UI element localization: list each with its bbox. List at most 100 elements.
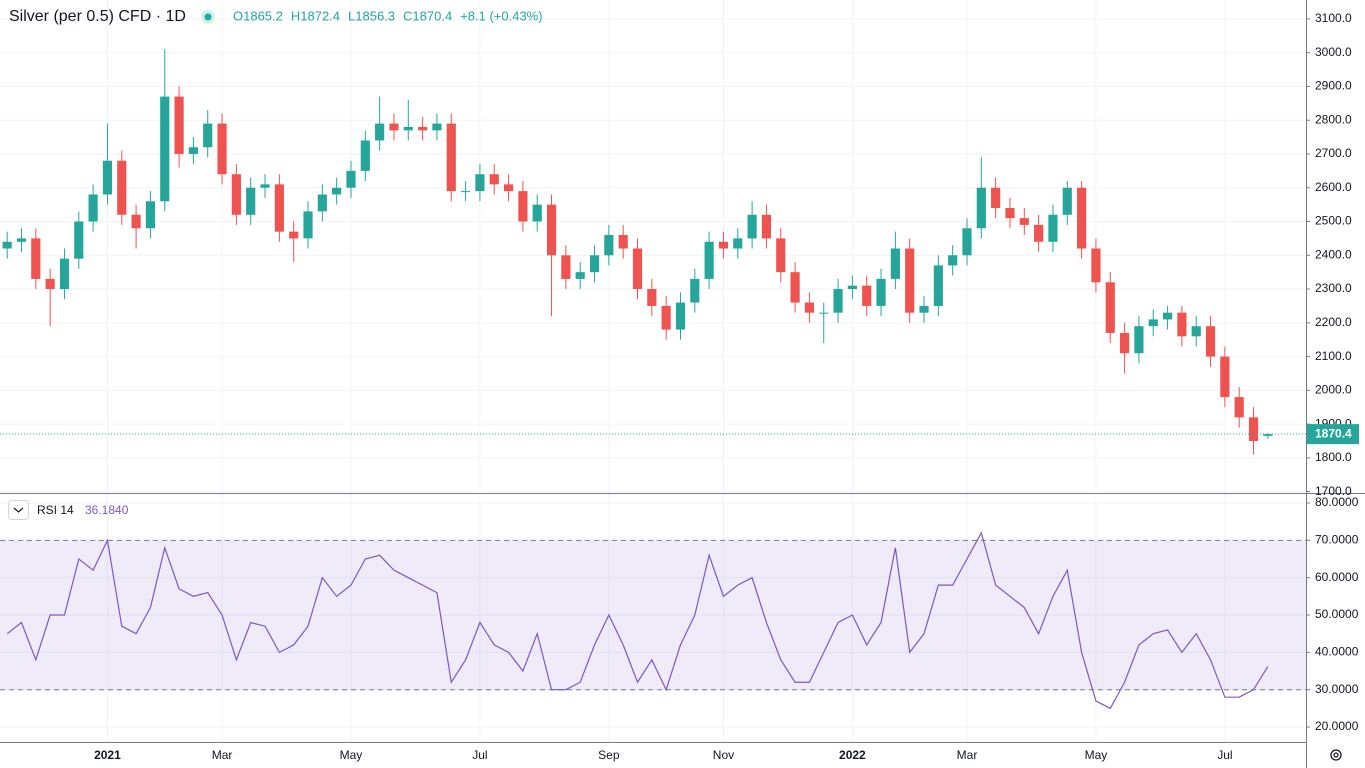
y-tick-label: 2400.0 [1315, 247, 1352, 261]
candle-body [1191, 326, 1201, 337]
candle-body [446, 123, 456, 192]
candle-body [976, 187, 986, 229]
y-tick-label: 1800.0 [1315, 450, 1352, 464]
collapse-button[interactable] [8, 500, 29, 520]
candle-body [819, 312, 829, 314]
y-tick-label: 40.0000 [1315, 645, 1359, 659]
candle-body [188, 147, 198, 154]
ohlc-value: L1856.3 [348, 8, 395, 23]
candle-body [461, 191, 471, 193]
candle-body [1263, 434, 1273, 436]
candle-body [2, 241, 12, 249]
candle-body [160, 96, 170, 202]
indicator-value: 36.1840 [85, 503, 129, 517]
x-tick-label: Jul [472, 748, 487, 762]
candle-body [690, 278, 700, 303]
candle-body [647, 289, 657, 306]
indicator-title: RSI 14 [37, 503, 74, 517]
candle-body [88, 194, 98, 222]
candle-body [661, 305, 671, 330]
candle-body [1091, 248, 1101, 283]
candle-body [532, 204, 542, 222]
candle-body [632, 248, 643, 290]
candle-body [962, 228, 972, 256]
candle-body [575, 272, 585, 279]
x-tick-label: Mar [212, 748, 233, 762]
candle-body [919, 305, 929, 313]
candle-body [174, 96, 184, 154]
rsi-band [0, 540, 1306, 690]
candle-body [503, 184, 514, 192]
y-tick-label: 70.0000 [1315, 532, 1359, 546]
chart-title: Silver (per 0.5) CFD · 1D [9, 8, 186, 25]
candle-body [790, 272, 800, 303]
settings-icon[interactable] [1330, 749, 1342, 761]
candle-body [1220, 356, 1230, 398]
candle-body [274, 184, 284, 232]
candle-body [561, 255, 571, 279]
candle-body [761, 214, 772, 239]
candle-body [375, 123, 385, 141]
last-price-box [1307, 424, 1359, 445]
y-tick-label: 3100.0 [1315, 11, 1352, 25]
axes: 2021 Mar May Jul Sep Nov 2022 Mar May Jul 1700.0 18… [94, 11, 1359, 762]
y-tick-label: 80.0000 [1315, 495, 1359, 509]
chevron-icon [13, 507, 24, 513]
y-tick-label: 20.0000 [1315, 719, 1359, 733]
candle-body [317, 194, 327, 212]
y-tick-label: 2700.0 [1315, 146, 1352, 160]
ohlc-value: O1865.2 [233, 8, 283, 23]
candle-body [833, 289, 843, 313]
candle-body [403, 126, 413, 131]
candle-body [346, 170, 356, 188]
ohlc-value: H1872.4 [291, 8, 340, 23]
candle-body [432, 123, 442, 131]
candle-body [74, 221, 84, 259]
candle-body [704, 241, 714, 279]
status-dot [204, 13, 212, 21]
y-tick-label: 2600.0 [1315, 180, 1352, 194]
x-tick-label: Jul [1217, 748, 1232, 762]
candle-body [1048, 214, 1058, 242]
candle-body [604, 235, 614, 256]
candle-body [389, 123, 399, 131]
candle-body [145, 201, 156, 229]
ohlc-value: C1870.4 [403, 8, 452, 23]
candle-body [905, 248, 915, 313]
candle-body [260, 184, 270, 188]
x-tick-label: 2021 [94, 748, 121, 762]
candle-body [733, 238, 743, 249]
candle-body [876, 278, 886, 306]
rsi-line [6, 531, 1269, 710]
candle-body [475, 174, 485, 192]
y-tick-label: 2300.0 [1315, 281, 1352, 295]
candle-body [948, 255, 958, 266]
candle-body [1148, 319, 1158, 327]
candle-body [933, 265, 943, 306]
y-tick-label: 2200.0 [1315, 315, 1352, 329]
candle-body [59, 258, 70, 290]
candle-body [890, 248, 900, 279]
gear-hub [1333, 752, 1339, 758]
candle-body [45, 278, 55, 290]
y-tick-label: 2800.0 [1315, 112, 1352, 126]
ohlc-value: +8.1 (+0.43%) [460, 8, 542, 23]
candle-body [418, 126, 428, 131]
candle-body [1177, 312, 1187, 337]
candle-body [289, 231, 299, 239]
y-tick-label: 2500.0 [1315, 214, 1352, 228]
x-tick-label: Mar [957, 748, 978, 762]
candle-body [1105, 282, 1115, 333]
candle-body [203, 123, 213, 148]
y-tick-label: 2900.0 [1315, 79, 1352, 93]
candle-body [776, 238, 786, 273]
candle-body [675, 302, 686, 330]
y-tick-label: 2000.0 [1315, 383, 1352, 397]
gear-ring [1330, 749, 1342, 761]
candle-body [862, 285, 872, 306]
candle-body [518, 191, 528, 222]
candle-body [231, 174, 241, 215]
candle-body [1005, 208, 1015, 219]
y-tick-label: 50.0000 [1315, 607, 1359, 621]
